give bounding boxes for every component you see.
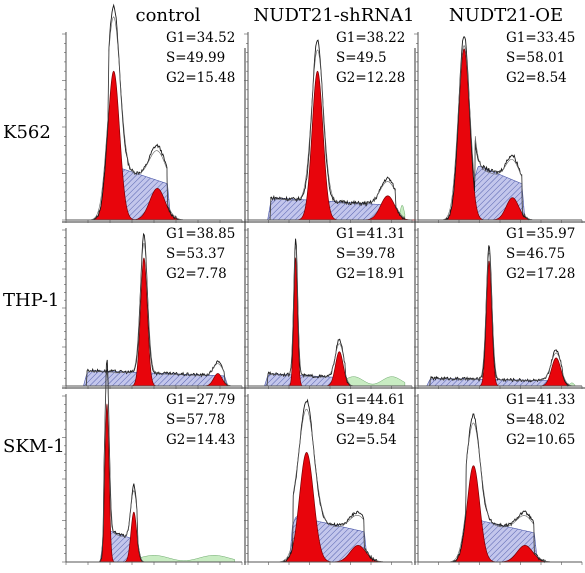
- s-percentage-label: S=49.84: [336, 412, 395, 428]
- column-title-nudt21-oe: NUDT21-OE: [449, 5, 563, 26]
- g2-peak: [359, 195, 416, 221]
- histogram-panel: G1=44.61 S=49.84 G2=5.54: [244, 392, 413, 565]
- histogram-panels: G1=34.52 S=49.99 G2=15.48 G1=38.22 S=49.5 G2=…: [62, 3, 583, 565]
- histogram-panel: G1=34.52 S=49.99 G2=15.48: [62, 3, 243, 223]
- debris-area: [343, 376, 406, 387]
- row-label-thp1: THP-1: [3, 290, 59, 311]
- g1-peak: [130, 257, 158, 387]
- row-label-skm1: SKM-1: [3, 436, 65, 457]
- histogram-panel: G1=38.22 S=49.5 G2=12.28: [244, 30, 416, 223]
- fit-envelope: [255, 49, 406, 221]
- s-percentage-label: S=57.78: [166, 412, 225, 428]
- s-percentage-label: S=58.01: [506, 50, 565, 66]
- histogram-panel: G1=38.85 S=53.37 G2=7.78: [62, 226, 243, 389]
- g2-percentage-label: G2=8.54: [506, 70, 567, 86]
- debris-area: [138, 555, 235, 563]
- s-percentage-label: S=46.75: [506, 246, 565, 262]
- histogram-outline: [73, 359, 235, 563]
- g2-percentage-label: G2=10.65: [506, 432, 575, 448]
- histogram-panel: G1=41.33 S=48.02 G2=10.65: [414, 392, 583, 565]
- s-percentage-label: S=53.37: [166, 246, 225, 262]
- g1-percentage-label: G1=41.33: [506, 392, 575, 408]
- row-label-k562: K562: [3, 122, 51, 143]
- g2-percentage-label: G2=7.78: [166, 266, 227, 282]
- s-percentage-label: S=39.78: [336, 246, 395, 262]
- g1-percentage-label: G1=34.52: [166, 30, 235, 46]
- g1-percentage-label: G1=38.85: [166, 226, 235, 242]
- g1-percentage-label: G1=27.79: [166, 392, 235, 408]
- g2-peak: [126, 188, 188, 221]
- s-percentage-label: S=48.02: [506, 412, 565, 428]
- s-percentage-label: S=49.99: [166, 50, 225, 66]
- g1-peak: [478, 260, 500, 387]
- g1-peak: [295, 70, 340, 221]
- g2-percentage-label: G2=18.91: [336, 266, 405, 282]
- s-percentage-label: S=49.5: [336, 50, 387, 66]
- column-title-control: control: [136, 5, 201, 26]
- fit-envelope: [425, 252, 575, 387]
- g1-percentage-label: G1=38.22: [336, 30, 405, 46]
- g1-percentage-label: G1=44.61: [336, 392, 405, 408]
- histogram-outline: [255, 39, 406, 221]
- histogram-panel: G1=35.97 S=46.75 G2=17.28: [414, 226, 583, 389]
- histogram-panel: G1=41.31 S=39.78 G2=18.91: [244, 226, 413, 389]
- histogram-panel: G1=33.45 S=58.01 G2=8.54: [414, 30, 583, 223]
- g1-percentage-label: G1=35.97: [506, 226, 575, 242]
- g2-percentage-label: G2=5.54: [336, 432, 397, 448]
- g1-peak: [287, 257, 304, 387]
- histogram-panel: G1=27.79 S=57.78 G2=14.43: [62, 359, 243, 565]
- g1-percentage-label: G1=41.31: [336, 226, 405, 242]
- g2-percentage-label: G2=14.43: [166, 432, 235, 448]
- fit-envelope: [73, 243, 235, 387]
- column-title-nudt21-shrna1: NUDT21-shRNA1: [254, 5, 415, 26]
- g2-percentage-label: G2=12.28: [336, 70, 405, 86]
- g2-percentage-label: G2=15.48: [166, 70, 235, 86]
- g2-percentage-label: G2=17.28: [506, 266, 575, 282]
- g1-percentage-label: G1=33.45: [506, 30, 575, 46]
